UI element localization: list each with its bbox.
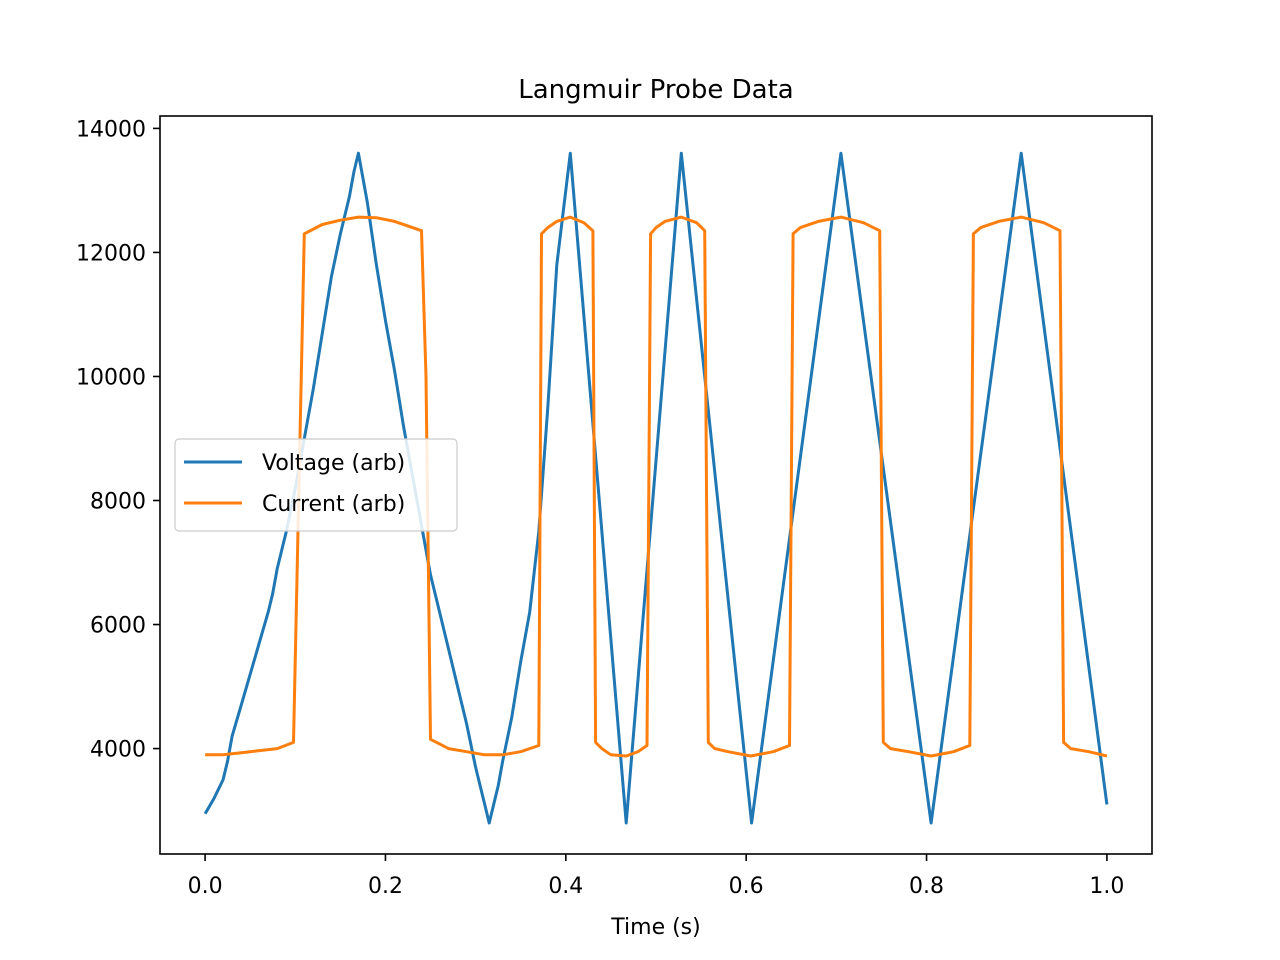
y-tick-label: 6000: [90, 614, 146, 639]
y-tick-label: 12000: [76, 241, 146, 266]
x-tick-label: 0.2: [368, 874, 403, 899]
x-tick-label: 0.6: [729, 874, 764, 899]
y-tick-label: 4000: [90, 738, 146, 763]
series-line-current: [205, 215, 1108, 758]
plot-frame: [159, 115, 1153, 855]
x-axis-label: Time (s): [610, 915, 700, 940]
chart-title: Langmuir Probe Data: [518, 75, 793, 105]
y-tick-label: 8000: [90, 490, 146, 515]
legend-voltage-label: Voltage (arb): [262, 451, 405, 476]
legend-box: [174, 438, 458, 532]
x-axis: 0.0 0.2 0.4 0.6 0.8 1.0: [188, 854, 1124, 899]
y-tick-label: 10000: [76, 365, 146, 390]
x-tick-label: 0.8: [909, 874, 944, 899]
x-tick-label: 0.0: [188, 874, 223, 899]
legend: Voltage (arb) Current (arb): [174, 438, 458, 532]
legend-current-label: Current (arb): [262, 492, 405, 517]
x-tick-label: 0.4: [548, 874, 583, 899]
y-tick-label: 14000: [76, 117, 146, 142]
y-axis: 4000 6000 8000 10000 12000 14000: [76, 117, 160, 763]
x-tick-label: 1.0: [1089, 874, 1124, 899]
